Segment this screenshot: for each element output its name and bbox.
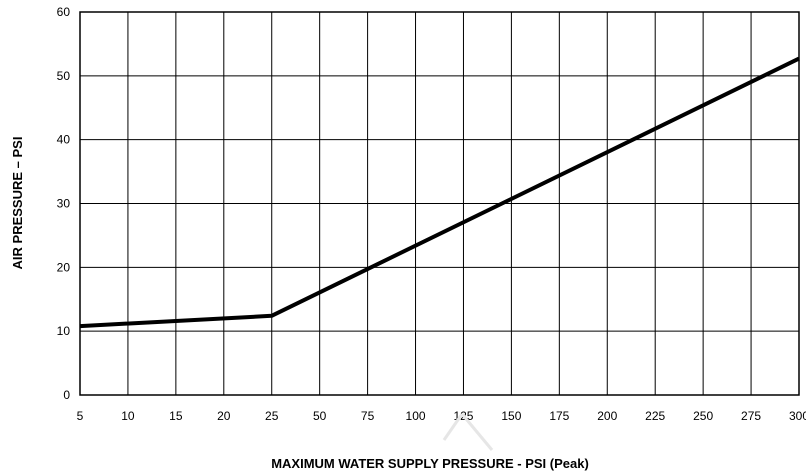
series-line [79,56,800,329]
x-tick-label: 50 [313,409,327,423]
y-axis-tick-labels: 0 10 20 30 40 50 60 [57,5,71,402]
watermark-mark [442,413,494,451]
x-tick-label: 20 [217,409,231,423]
x-axis-tick-labels: 5 10 15 20 25 50 75 100 125 150 175 200 225 250 275 300 [77,409,806,423]
x-tick-label: 100 [406,409,426,423]
x-tick-label: 275 [741,409,761,423]
x-tick-label: 200 [597,409,617,423]
x-tick-label: 175 [549,409,569,423]
x-tick-label: 250 [693,409,713,423]
x-axis-title: MAXIMUM WATER SUPPLY PRESSURE - PSI (Pea… [271,456,589,471]
y-tick-label: 40 [57,133,71,147]
y-tick-label: 0 [63,388,70,402]
y-axis-title: AIR PRESSURE – PSI [10,137,25,270]
x-tick-label: 75 [361,409,375,423]
x-tick-label: 225 [645,409,665,423]
y-tick-label: 50 [57,69,71,83]
y-tick-label: 60 [57,5,71,19]
plot-area-border [79,11,800,396]
x-tick-label: 300 [789,409,806,423]
y-tick-label: 10 [57,324,71,338]
series-group [79,56,800,329]
x-tick-label: 25 [265,409,279,423]
x-tick-label: 150 [501,409,521,423]
y-tick-label: 30 [57,197,71,211]
x-tick-label: 5 [77,409,84,423]
x-tick-label: 10 [121,409,135,423]
grid [80,12,799,395]
x-tick-label: 15 [169,409,183,423]
y-tick-label: 20 [57,260,71,274]
